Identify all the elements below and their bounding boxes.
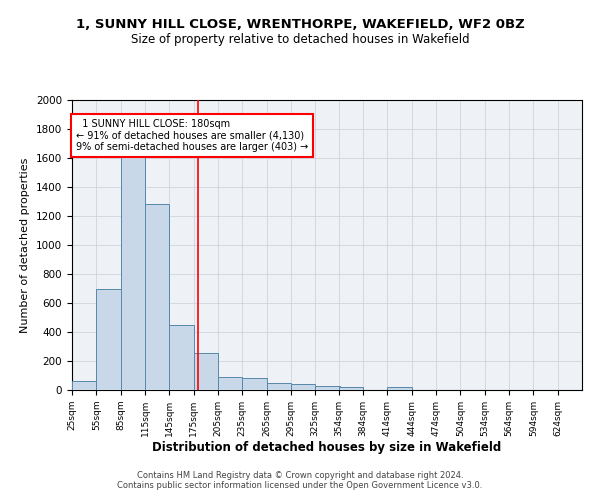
Bar [242, 378, 266, 390]
Bar [194, 354, 218, 390]
Text: Contains public sector information licensed under the Open Government Licence v3: Contains public sector information licen… [118, 482, 482, 490]
Text: Distribution of detached houses by size in Wakefield: Distribution of detached houses by size … [152, 441, 502, 454]
Bar [388, 387, 412, 390]
Bar [72, 380, 97, 390]
Bar [121, 153, 145, 390]
Text: Size of property relative to detached houses in Wakefield: Size of property relative to detached ho… [131, 32, 469, 46]
Bar [97, 289, 121, 390]
Y-axis label: Number of detached properties: Number of detached properties [20, 158, 31, 332]
Text: 1 SUNNY HILL CLOSE: 180sqm
← 91% of detached houses are smaller (4,130)
9% of se: 1 SUNNY HILL CLOSE: 180sqm ← 91% of deta… [76, 119, 308, 152]
Bar [339, 387, 363, 390]
Text: Contains HM Land Registry data © Crown copyright and database right 2024.: Contains HM Land Registry data © Crown c… [137, 472, 463, 480]
Bar [291, 384, 315, 390]
Bar [315, 386, 340, 390]
Bar [169, 326, 194, 390]
Text: 1, SUNNY HILL CLOSE, WRENTHORPE, WAKEFIELD, WF2 0BZ: 1, SUNNY HILL CLOSE, WRENTHORPE, WAKEFIE… [76, 18, 524, 30]
Bar [266, 383, 291, 390]
Bar [218, 377, 242, 390]
Bar [145, 204, 169, 390]
